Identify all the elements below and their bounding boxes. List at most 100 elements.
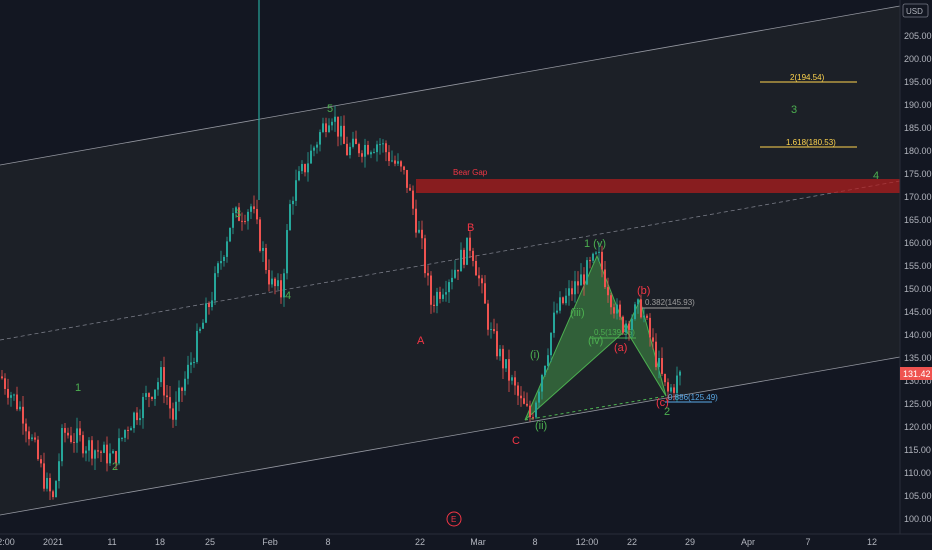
candle-body	[337, 116, 339, 137]
candle-body	[223, 256, 225, 262]
candle-body	[262, 247, 264, 251]
candle	[589, 256, 591, 269]
earnings-event-icon[interactable]	[446, 511, 462, 527]
candle-body	[151, 396, 153, 400]
candle-body	[37, 439, 39, 460]
candle	[100, 450, 102, 462]
candle-body	[502, 348, 504, 369]
candle-body	[511, 377, 513, 381]
candle	[40, 455, 42, 468]
candle-body	[313, 147, 315, 151]
wave-label-2-sub: 2	[664, 406, 670, 418]
candle-body	[463, 249, 465, 265]
time-axis-panel[interactable]	[0, 534, 900, 550]
price-tick-label: 165.00	[904, 215, 932, 225]
candle-body	[220, 261, 222, 264]
candle	[673, 384, 675, 401]
time-tick-label: 8	[532, 537, 537, 547]
channel-upper-line	[0, 5, 901, 166]
candle-body	[115, 451, 117, 464]
fib-05-label: 0.5(139.35)	[594, 328, 635, 337]
fib-2-label: 2(194.54)	[790, 73, 825, 82]
candle	[151, 396, 153, 402]
candle	[595, 250, 597, 256]
candle	[610, 292, 612, 315]
earnings-event-label: E	[451, 515, 456, 524]
candle-body	[175, 401, 177, 420]
wave-label-1: 1	[75, 382, 81, 394]
candle-body	[604, 269, 606, 288]
candle	[379, 138, 381, 155]
candle	[232, 207, 234, 235]
candle	[4, 373, 6, 395]
price-tick-label: 125.00	[904, 399, 932, 409]
candle-body	[580, 274, 582, 286]
candle	[295, 169, 297, 207]
candle	[115, 450, 117, 470]
candle	[292, 196, 294, 215]
candle-body	[418, 229, 420, 233]
candle	[340, 116, 342, 146]
price-axis-panel[interactable]	[900, 0, 932, 550]
candle	[583, 267, 585, 296]
candle-body	[409, 187, 411, 191]
candle-body	[46, 477, 48, 489]
price-tick-label: 190.00	[904, 100, 932, 110]
candle-body	[433, 304, 435, 306]
candle	[250, 203, 252, 220]
candle	[403, 165, 405, 175]
time-tick-label: 7	[805, 537, 810, 547]
candle-body	[610, 295, 612, 308]
price-tick-label: 160.00	[904, 238, 932, 248]
wave-label-i: (i)	[530, 349, 540, 361]
candle-body	[1, 376, 3, 379]
price-tick-label: 115.00	[904, 445, 931, 455]
candle-body	[625, 323, 627, 333]
candle	[61, 424, 63, 467]
candle	[268, 259, 270, 292]
candle	[397, 153, 399, 167]
candle-body	[445, 292, 447, 295]
candle	[244, 214, 246, 225]
last-price-label: 131.42	[903, 369, 931, 379]
candle	[619, 300, 621, 321]
candle	[334, 105, 336, 132]
candle	[364, 138, 366, 168]
wave-label-iii: (iii)	[570, 307, 585, 319]
candle-body	[484, 283, 486, 304]
candle	[118, 428, 120, 466]
candle	[238, 202, 240, 222]
candle	[649, 313, 651, 347]
time-tick-label: 12	[867, 537, 877, 547]
fib-1618-label: 1.618(180.53)	[786, 138, 836, 147]
candle-body	[253, 206, 255, 210]
candle-body	[16, 394, 18, 410]
candle-body	[475, 260, 477, 276]
candle	[391, 150, 393, 163]
candle-body	[448, 282, 450, 293]
currency-badge[interactable]	[902, 3, 929, 18]
wave-label-c: C	[512, 435, 520, 447]
candle-body	[481, 278, 483, 284]
candle	[109, 443, 111, 467]
candle-body	[103, 444, 105, 453]
candle-body	[160, 367, 162, 383]
candle	[73, 433, 75, 453]
candle-body	[373, 152, 375, 154]
candle-body	[583, 274, 585, 285]
candle-body	[394, 160, 396, 164]
candle	[157, 377, 159, 396]
candle	[565, 288, 567, 306]
candle-body	[655, 341, 657, 368]
candle	[640, 294, 642, 319]
candle	[205, 297, 207, 324]
price-tick-label: 140.00	[904, 330, 932, 340]
candle-body	[334, 116, 336, 122]
candle	[652, 328, 654, 350]
candle-body	[43, 463, 45, 489]
candle	[592, 252, 594, 264]
candle-body	[19, 406, 21, 410]
candle	[373, 148, 375, 154]
candle	[511, 374, 513, 385]
